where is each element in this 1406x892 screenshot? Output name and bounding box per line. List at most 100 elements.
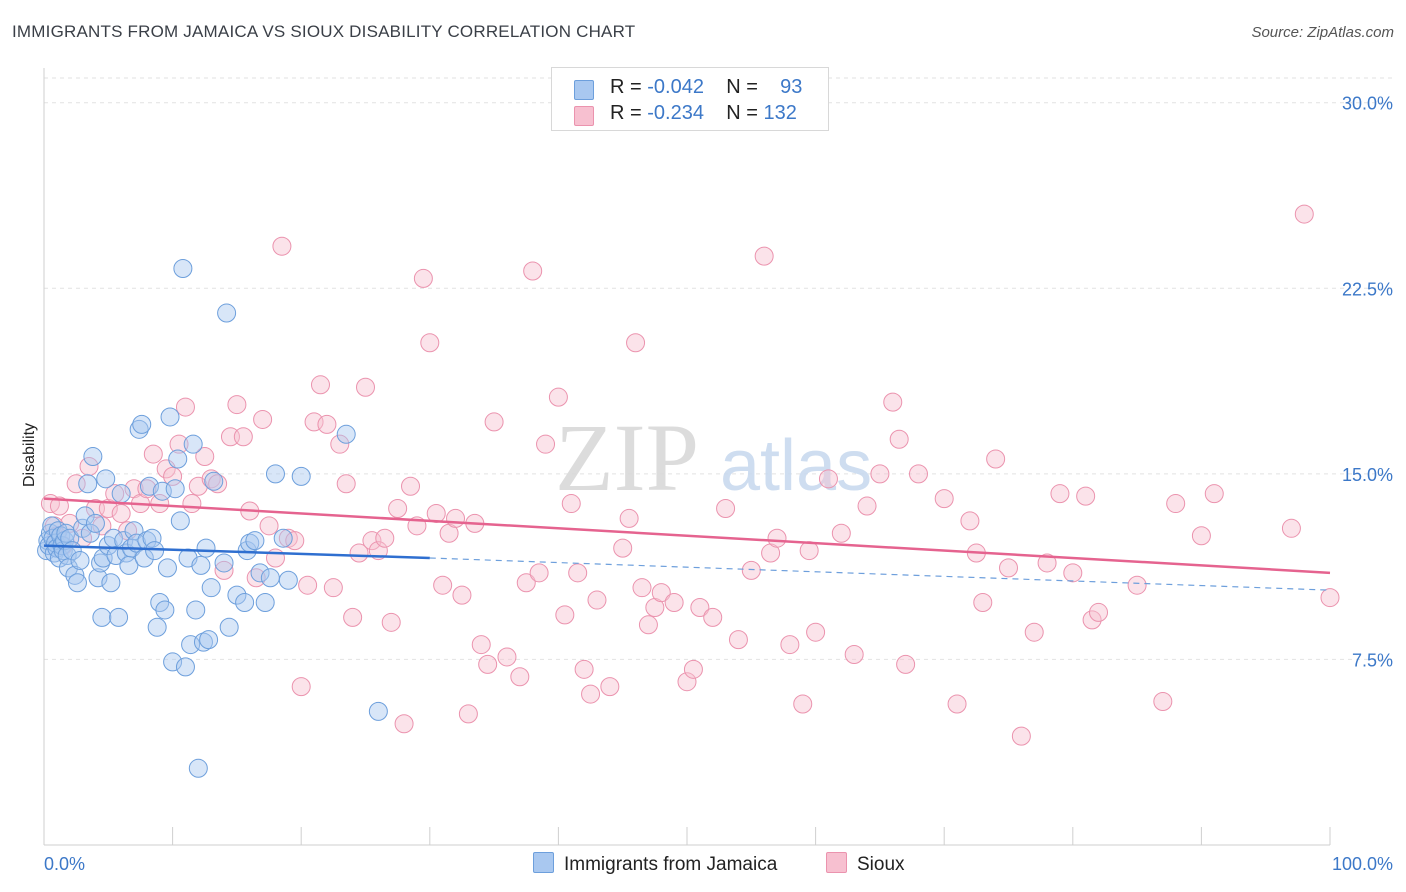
- sioux-point: [1076, 486, 1096, 506]
- sioux-point: [561, 494, 581, 514]
- sioux-point: [458, 704, 478, 724]
- sioux-point: [66, 474, 86, 494]
- legend-r-label: R =: [610, 76, 642, 98]
- bottom-legend-label-jamaica: Immigrants from Jamaica: [564, 854, 778, 875]
- y-tick-label: 15.0%: [1342, 465, 1393, 485]
- jamaica-point: [163, 652, 183, 672]
- jamaica-point: [336, 424, 356, 444]
- sioux-point: [478, 654, 498, 674]
- sioux-point: [1204, 484, 1224, 504]
- sioux-point: [638, 615, 658, 635]
- source-label: Source: ZipAtlas.com: [1251, 24, 1394, 41]
- sioux-point: [555, 605, 575, 625]
- sioux-point: [626, 333, 646, 353]
- sioux-point: [1063, 563, 1083, 583]
- jamaica-point: [129, 419, 149, 439]
- sioux-point: [214, 560, 234, 580]
- jamaica-point: [157, 558, 177, 578]
- y-tick-label: 7.5%: [1352, 650, 1393, 670]
- jamaica-point: [75, 506, 95, 526]
- sioux-point: [986, 449, 1006, 469]
- jamaica-point: [186, 600, 206, 620]
- sioux-point: [349, 543, 369, 563]
- jamaica-point: [142, 528, 162, 548]
- y-tick-label: 30.0%: [1342, 94, 1393, 114]
- bottom-legend-sioux: Sioux: [826, 852, 905, 876]
- jamaica-point: [227, 585, 247, 605]
- legend-swatch-jamaica: [574, 80, 594, 100]
- sioux-point: [1011, 726, 1031, 746]
- sioux-point: [1089, 602, 1109, 622]
- jamaica-point: [91, 553, 111, 573]
- legend-n-value: 132: [763, 102, 797, 124]
- jamaica-point: [245, 531, 265, 551]
- trend-lines: [43, 497, 1331, 591]
- jamaica-point: [85, 513, 105, 533]
- sioux-point: [908, 464, 928, 484]
- sioux-point: [632, 578, 652, 598]
- x-tick-label-max: 100.0%: [1332, 854, 1393, 874]
- sioux-point: [934, 489, 954, 509]
- legend: R = -0.042 N = 93 R = -0.234 N = 132: [551, 67, 829, 131]
- sioux-point: [1320, 588, 1340, 608]
- jamaica-point: [160, 407, 180, 427]
- sioux-point: [677, 672, 697, 692]
- sioux-point: [291, 677, 311, 697]
- sioux-point: [394, 714, 414, 734]
- jamaica-point: [109, 607, 129, 627]
- jamaica-point: [250, 563, 270, 583]
- watermark: ZIP atlas: [555, 404, 872, 511]
- jamaica-point: [92, 607, 112, 627]
- sioux-point: [806, 622, 826, 642]
- sioux-point: [523, 261, 543, 281]
- sioux-point: [844, 644, 864, 664]
- legend-r-value: -0.042: [647, 76, 704, 98]
- sioux-point: [548, 387, 568, 407]
- jamaica-point: [111, 484, 131, 504]
- sioux-point: [960, 511, 980, 531]
- sioux-point: [568, 563, 588, 583]
- sioux-point: [510, 667, 530, 687]
- jamaica-point: [48, 521, 68, 541]
- legend-r-label: R =: [610, 102, 642, 124]
- jamaica-point: [273, 528, 293, 548]
- sioux-point: [973, 593, 993, 613]
- sioux-point: [1191, 526, 1211, 546]
- jamaica-point: [217, 303, 237, 323]
- bottom-legend-label-sioux: Sioux: [857, 854, 905, 875]
- sioux-trend-line: [43, 497, 1331, 575]
- sioux-point: [381, 612, 401, 632]
- sioux-point: [516, 573, 536, 593]
- sioux-point: [1127, 575, 1147, 595]
- sioux-point: [323, 578, 343, 598]
- sioux-point: [253, 409, 273, 429]
- sioux-point: [143, 444, 163, 464]
- legend-r-value: -0.234: [647, 102, 704, 124]
- jamaica-point: [255, 593, 275, 613]
- jamaica-trend-line: [43, 544, 430, 560]
- sioux-point: [195, 447, 215, 467]
- sioux-point: [336, 474, 356, 494]
- sioux-point: [587, 590, 607, 610]
- sioux-point: [793, 694, 813, 714]
- sioux-point: [883, 392, 903, 412]
- jamaica-point: [193, 632, 213, 652]
- sioux-point: [857, 496, 877, 516]
- sioux-point: [1037, 553, 1057, 573]
- jamaica-point: [155, 600, 175, 620]
- sioux-point: [182, 494, 202, 514]
- sioux-point: [574, 659, 594, 679]
- sioux-point: [767, 528, 787, 548]
- bottom-legend-swatch-jamaica: [533, 852, 554, 873]
- sioux-point: [233, 427, 253, 447]
- sioux-point: [690, 597, 710, 617]
- sioux-point: [298, 575, 318, 595]
- sioux-point: [999, 558, 1018, 578]
- sioux-point: [536, 434, 556, 454]
- sioux-point: [1166, 494, 1186, 514]
- jamaica-point: [168, 449, 188, 469]
- sioux-point: [163, 466, 183, 486]
- watermark-zip: ZIP: [555, 404, 699, 511]
- jamaica-point: [83, 447, 103, 467]
- sioux-point: [272, 236, 292, 256]
